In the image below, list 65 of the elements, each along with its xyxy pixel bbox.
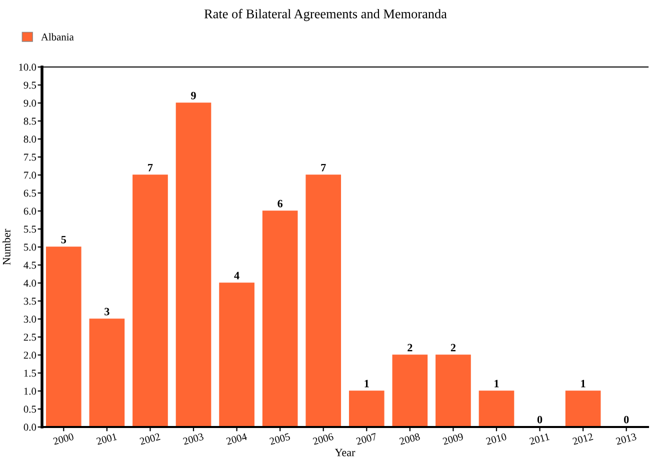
y-tick-label: 9.0	[24, 100, 36, 107]
y-tick-label: 0.0	[24, 424, 36, 431]
y-tick-label: 6.0	[24, 208, 36, 215]
bar	[132, 174, 168, 427]
x-tick-label: 2005	[269, 432, 290, 445]
y-tick-label: 7.5	[24, 154, 36, 161]
bar	[89, 318, 125, 427]
data-label: 7	[321, 164, 326, 172]
y-tick-label: 1.5	[24, 370, 36, 377]
y-axis-title: Number	[2, 228, 10, 265]
data-label: 1	[494, 380, 499, 388]
bar	[219, 282, 254, 427]
bar	[46, 246, 82, 427]
data-label: 2	[450, 344, 456, 352]
x-tick-label: 2003	[182, 432, 204, 445]
y-tick-label: 4.5	[24, 262, 36, 269]
bar	[348, 390, 384, 427]
x-tick-label: 2002	[139, 432, 160, 445]
x-tick-label: 2001	[96, 433, 118, 445]
x-tick-label: 2012	[572, 432, 594, 445]
data-label: 3	[104, 308, 110, 316]
y-tick-label: 3.5	[24, 298, 36, 305]
data-label: 4	[234, 272, 240, 280]
bar	[478, 390, 514, 427]
x-axis-title: Year	[334, 448, 356, 456]
bar	[392, 354, 428, 427]
legend-label: Albania	[41, 33, 74, 40]
x-tick-label: 2013	[616, 432, 637, 445]
x-tick-label: 2004	[226, 432, 248, 445]
x-tick-label: 2010	[486, 432, 507, 445]
y-tick-label: 0.5	[24, 406, 36, 413]
data-label: 7	[148, 164, 153, 172]
y-tick-label: 5.0	[24, 244, 36, 251]
x-tick-label: 2009	[442, 432, 464, 445]
data-label: 0	[537, 416, 542, 424]
y-tick-label: 8.5	[24, 118, 36, 125]
y-tick-label: 2.5	[24, 334, 36, 341]
y-tick-label: 3.0	[24, 316, 36, 323]
data-label: 5	[61, 236, 66, 244]
y-tick-label: 9.5	[24, 82, 36, 89]
bar	[436, 354, 471, 427]
y-tick-label: 2.0	[24, 352, 36, 359]
data-label: 2	[408, 344, 412, 352]
data-label: 9	[191, 92, 196, 100]
y-tick-label: 4.0	[24, 280, 36, 287]
data-label: 1	[581, 380, 586, 388]
y-tick-label: 1.0	[24, 388, 36, 395]
x-tick-label: 2000	[52, 432, 74, 445]
y-tick-label: 6.5	[24, 190, 36, 197]
chart-title: Rate of Bilateral Agreements and Memoranda	[204, 8, 447, 22]
bar	[176, 102, 212, 427]
bar	[565, 390, 601, 427]
x-tick-label: 2006	[312, 432, 334, 445]
bar	[306, 174, 342, 427]
bar	[262, 210, 298, 427]
y-tick-label: 8.0	[24, 136, 36, 143]
x-tick-label: 2011	[529, 433, 550, 445]
y-tick-label: 7.0	[24, 172, 36, 179]
data-label: 6	[278, 200, 283, 208]
y-tick-label: 5.5	[24, 226, 36, 233]
data-label: 0	[624, 416, 629, 424]
x-tick-label: 2008	[399, 432, 420, 445]
x-tick-label: 2007	[356, 432, 378, 445]
y-tick-label: 10.0	[19, 64, 36, 71]
data-label: 1	[364, 380, 369, 388]
